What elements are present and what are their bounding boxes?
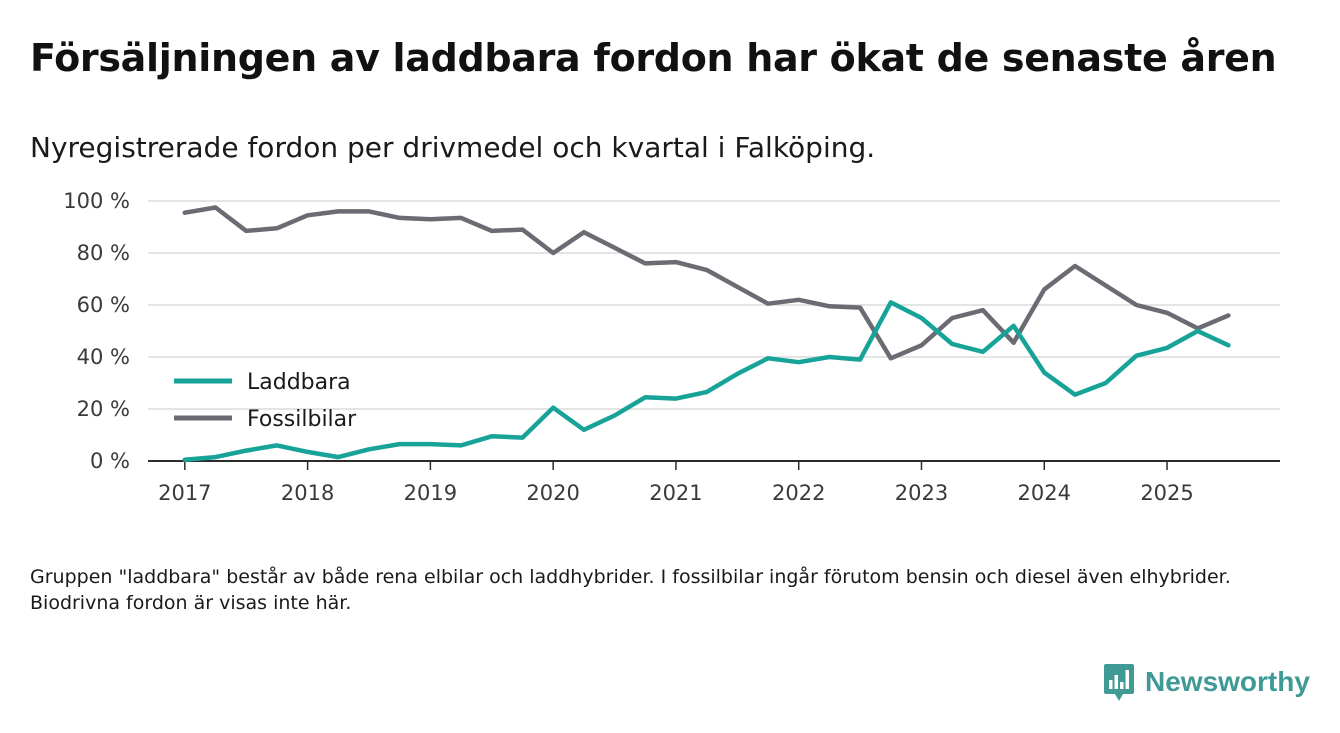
- x-tick-label: 2024: [1018, 481, 1071, 505]
- x-tick-label: 2019: [404, 481, 457, 505]
- series-line-fossilbilar: [182, 205, 1231, 361]
- chart-title: Försäljningen av laddbara fordon har öka…: [30, 36, 1277, 80]
- legend-label-laddbara: Laddbara: [247, 370, 351, 395]
- gridlines: [148, 200, 1280, 410]
- legend: Laddbara Fossilbilar: [174, 370, 357, 432]
- newsworthy-logo-icon: [1104, 664, 1134, 701]
- x-tick-label: 2021: [649, 481, 702, 505]
- legend-label-fossilbilar: Fossilbilar: [247, 407, 357, 432]
- x-tick-label: 2018: [281, 481, 334, 505]
- y-axis-ticks: 0 % 20 % 40 % 60 % 80 % 100 %: [63, 189, 130, 473]
- y-tick-label: 40 %: [77, 345, 130, 369]
- y-tick-label: 100 %: [63, 189, 130, 213]
- brand-name: Newsworthy: [1145, 666, 1310, 697]
- x-axis-ticks: 2017 2018 2019 2020 2021 2022 2023 2024 2025: [158, 461, 1194, 505]
- brand-logo: Newsworthy: [1103, 662, 1310, 702]
- line-chart: 0 % 20 % 40 % 60 % 80 % 100 % 2017 2018 2019 202…: [63, 189, 1280, 505]
- x-tick-label: 2022: [772, 481, 825, 505]
- series-line-laddbara: [182, 300, 1231, 462]
- x-tick-label: 2020: [526, 481, 579, 505]
- x-tick-label: 2017: [158, 481, 211, 505]
- footnote: Gruppen "laddbara" består av både rena e…: [30, 566, 1231, 614]
- y-tick-label: 80 %: [77, 241, 130, 265]
- y-tick-label: 60 %: [77, 293, 130, 317]
- x-tick-label: 2023: [895, 481, 948, 505]
- y-tick-label: 20 %: [77, 397, 130, 421]
- x-tick-label: 2025: [1140, 481, 1193, 505]
- chart-subtitle: Nyregistrerade fordon per drivmedel och …: [30, 131, 876, 164]
- y-tick-label: 0 %: [90, 449, 130, 473]
- series-lines: [182, 205, 1231, 462]
